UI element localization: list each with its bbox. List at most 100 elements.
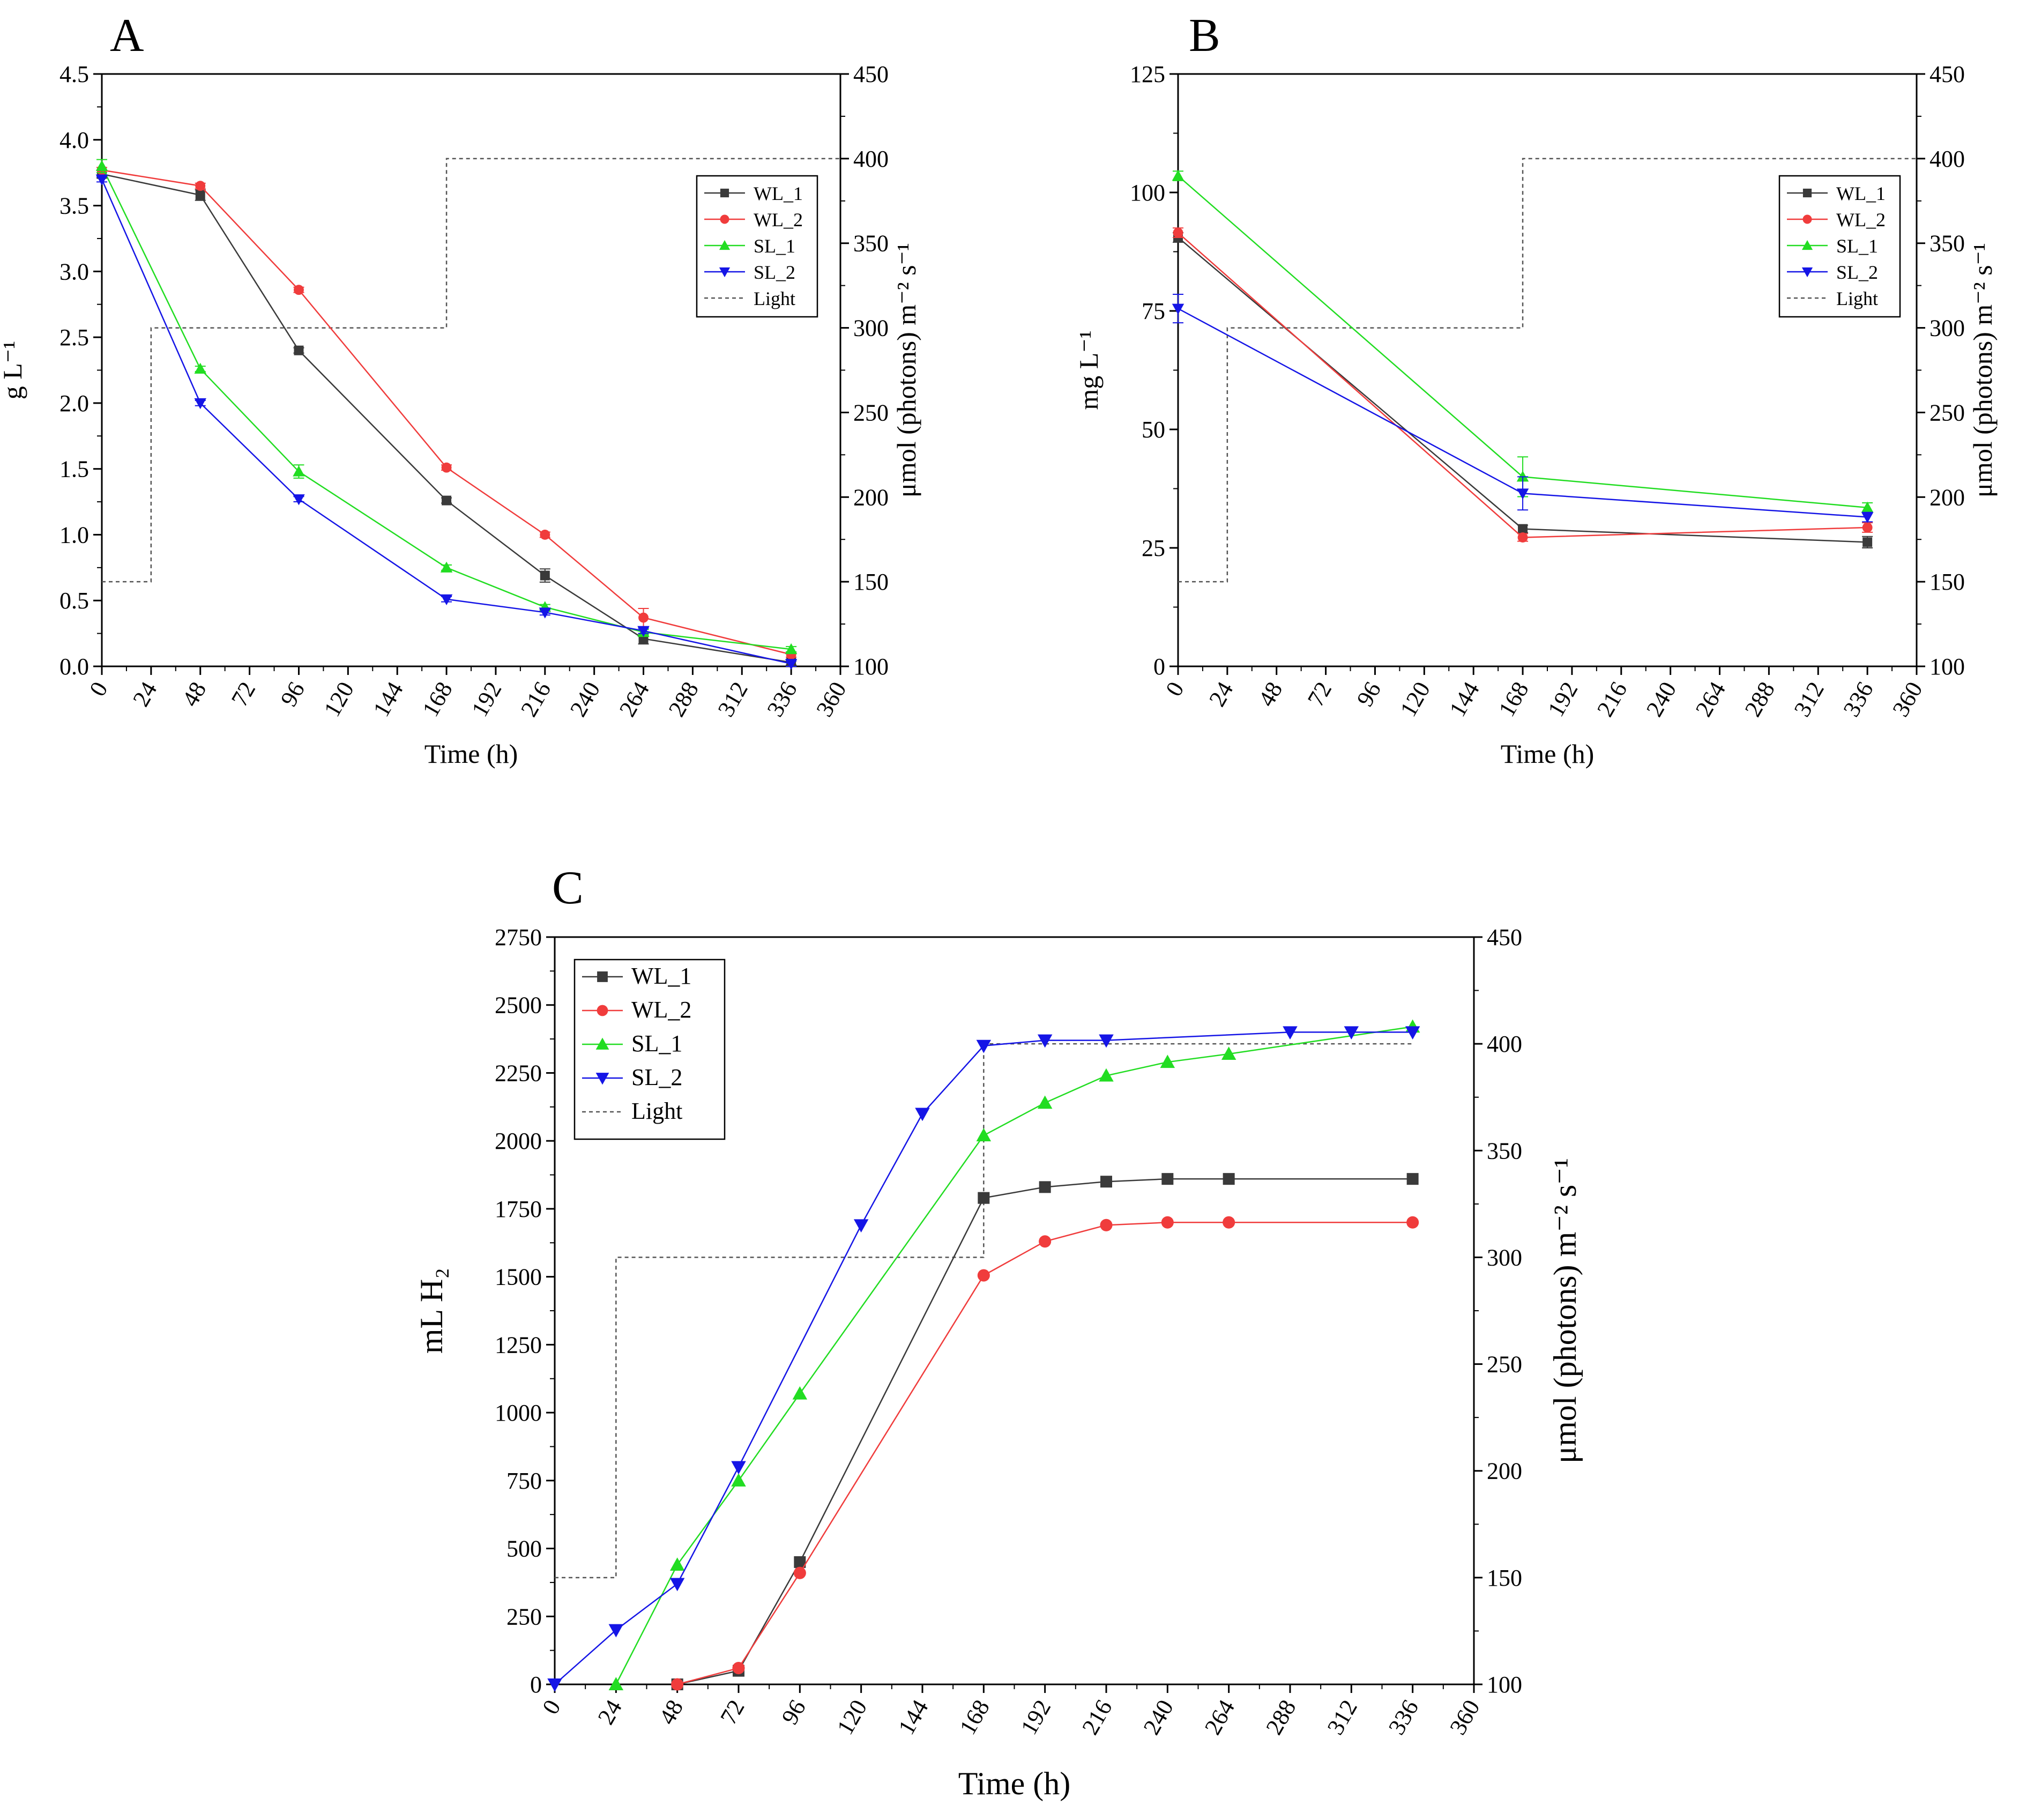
x-tick-label: 168 xyxy=(1493,678,1533,722)
data-point-sl-2-10 xyxy=(1344,1026,1359,1040)
x-tick-label: 168 xyxy=(955,1696,995,1740)
data-point-sl-2-6 xyxy=(785,659,798,670)
x-tick-label: 48 xyxy=(177,678,211,711)
legend-label: WL_2 xyxy=(631,997,691,1023)
x-tick-label: 144 xyxy=(893,1696,933,1740)
data-point-sl-1-1 xyxy=(669,1557,685,1571)
data-point-wl-2-8 xyxy=(1406,1216,1419,1229)
data-point-wl-2-7 xyxy=(1223,1216,1235,1229)
y-tick-label: 4.0 xyxy=(59,127,89,153)
x-tick-label: 312 xyxy=(1789,678,1829,722)
y2-tick-label: 200 xyxy=(1929,484,1965,510)
x-tick-label: 288 xyxy=(1740,678,1780,722)
x-tick-label: 216 xyxy=(1592,678,1632,722)
series-line-sl-2 xyxy=(101,179,792,665)
data-point-wl-1-3 xyxy=(442,495,452,506)
x-tick-label: 264 xyxy=(614,678,654,722)
data-point-wl-2-1 xyxy=(1517,532,1528,543)
data-point-sl-1-6 xyxy=(1099,1068,1114,1082)
data-point-sl-2-1 xyxy=(1516,488,1529,500)
data-point-sl-1-4 xyxy=(976,1128,992,1142)
y2-tick-label: 100 xyxy=(1929,653,1965,680)
y2-tick-label: 100 xyxy=(853,653,889,680)
x-tick-label: 0 xyxy=(537,1696,565,1719)
data-point-sl-1-2 xyxy=(293,465,305,477)
data-point-sl-1-2 xyxy=(1861,501,1874,512)
x-tick-label: 312 xyxy=(1322,1696,1362,1740)
x-tick-label: 72 xyxy=(1302,678,1337,711)
data-point-sl-2-2 xyxy=(1861,512,1874,523)
data-point-sl-1-0 xyxy=(1172,169,1184,181)
x-tick-label: 144 xyxy=(368,678,408,722)
x-tick-label: 168 xyxy=(417,678,457,722)
x-tick-label: 360 xyxy=(1444,1696,1485,1740)
data-point-wl-1-8 xyxy=(1406,1173,1419,1185)
data-point-wl-2-4 xyxy=(1039,1235,1052,1248)
legend-label: WL_1 xyxy=(754,183,803,204)
data-point-legend-sl-2-3 xyxy=(1801,267,1813,278)
data-point-sl-2-11 xyxy=(1405,1026,1420,1040)
data-point-sl-2-5 xyxy=(637,626,650,637)
data-point-wl-2-1 xyxy=(195,181,206,191)
data-point-wl-1-2 xyxy=(794,1556,806,1568)
y-tick-label: 50 xyxy=(1142,417,1165,443)
y2-tick-label: 200 xyxy=(853,484,889,510)
y2-tick-label: 450 xyxy=(1929,61,1965,87)
y-tick-label: 250 xyxy=(506,1603,542,1630)
legend-label: SL_2 xyxy=(631,1064,682,1090)
y-tick-label: 1.5 xyxy=(59,456,89,482)
y-tick-label: 0 xyxy=(1153,653,1165,680)
data-point-legend-sl-1-2 xyxy=(595,1037,609,1050)
data-point-wl-2-5 xyxy=(1100,1219,1113,1231)
x-tick-label: 96 xyxy=(1352,678,1386,711)
data-point-wl-1-7 xyxy=(1223,1173,1235,1185)
series-line-wl-2 xyxy=(677,1222,1413,1685)
legend-label: SL_1 xyxy=(754,235,795,257)
data-point-wl-1-1 xyxy=(1518,524,1528,534)
y-tick-label: 2000 xyxy=(495,1128,542,1154)
data-point-legend-wl-2-1 xyxy=(597,1005,608,1016)
data-point-sl-2-4 xyxy=(539,607,552,619)
data-point-sl-2-6 xyxy=(976,1039,992,1053)
y2-tick-label: 250 xyxy=(1487,1351,1522,1378)
data-point-legend-wl-1-0 xyxy=(1802,188,1812,198)
x-tick-label: 264 xyxy=(1200,1696,1240,1740)
legend-label: Light xyxy=(754,288,795,309)
x-tick-label: 96 xyxy=(275,678,310,711)
x-tick-label: 192 xyxy=(466,678,506,722)
legend-label: Light xyxy=(631,1098,682,1124)
y2-tick-label: 200 xyxy=(1487,1458,1522,1484)
data-point-wl-2-5 xyxy=(638,612,649,623)
x-tick-label: 336 xyxy=(1383,1696,1424,1740)
y2-tick-label: 450 xyxy=(853,61,889,87)
data-point-sl-2-0 xyxy=(547,1678,562,1692)
x-tick-label: 192 xyxy=(1543,678,1583,722)
x-tick-label: 216 xyxy=(516,678,556,722)
x-tick-label: 120 xyxy=(319,678,359,722)
y-tick-label: 2500 xyxy=(495,992,542,1019)
legend-box xyxy=(1778,175,1901,318)
y-tick-label: 2.5 xyxy=(59,324,89,351)
data-point-sl-1-1 xyxy=(194,362,206,374)
y-tick-label: 750 xyxy=(506,1468,542,1494)
data-point-legend-sl-1-2 xyxy=(719,240,731,250)
x-axis-title: Time (h) xyxy=(1501,739,1595,769)
data-point-legend-wl-2-1 xyxy=(720,214,729,224)
legend-label: Light xyxy=(1836,288,1878,309)
x-tick-label: 360 xyxy=(1887,678,1927,722)
data-point-sl-1-0 xyxy=(95,160,108,171)
panel-letter: A xyxy=(110,10,144,62)
data-point-wl-2-4 xyxy=(540,529,550,540)
data-point-legend-wl-1-0 xyxy=(597,971,608,982)
data-point-sl-2-3 xyxy=(440,594,453,606)
data-point-sl-1-8 xyxy=(1221,1046,1236,1060)
x-tick-label: 120 xyxy=(1395,678,1435,722)
data-point-wl-1-2 xyxy=(294,345,304,355)
x-tick-label: 144 xyxy=(1444,678,1484,722)
y-tick-label: 2250 xyxy=(495,1060,542,1086)
x-tick-label: 24 xyxy=(1204,678,1238,711)
x-tick-label: 48 xyxy=(1253,678,1287,711)
panel-letter: C xyxy=(552,862,584,914)
x-tick-label: 240 xyxy=(565,678,605,722)
y2-tick-label: 250 xyxy=(853,399,889,426)
